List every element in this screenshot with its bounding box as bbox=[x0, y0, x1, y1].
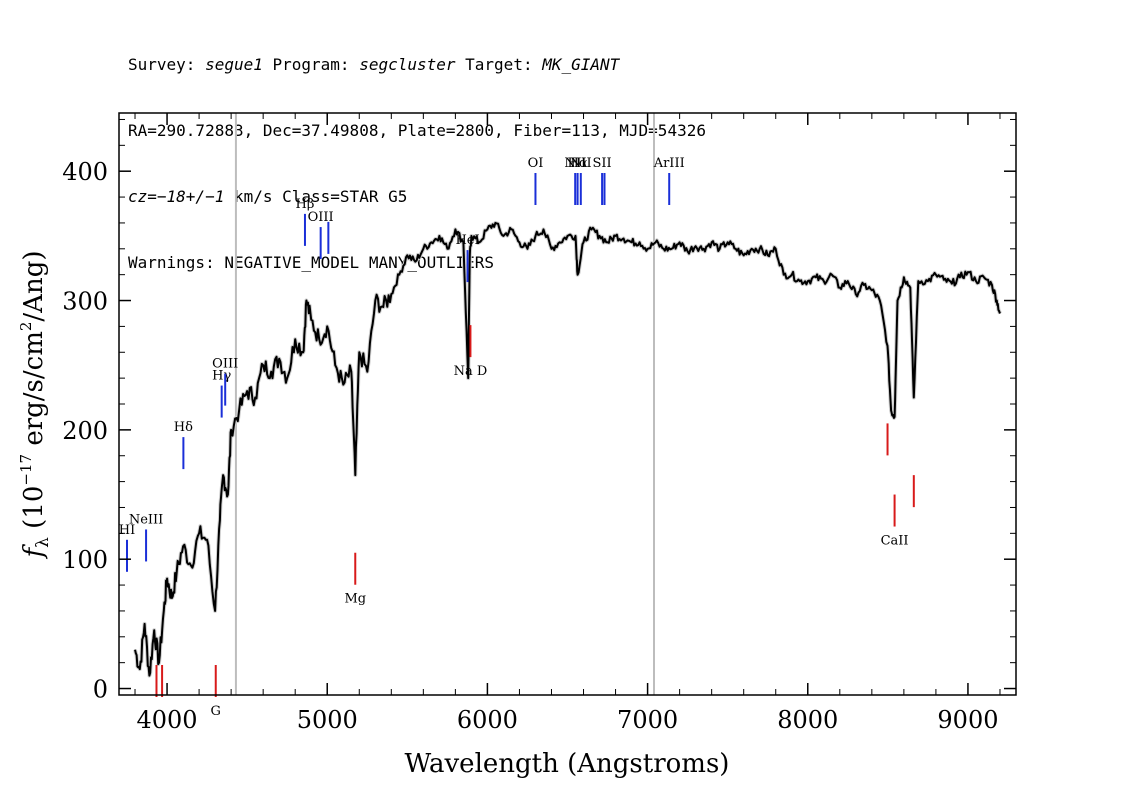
emission-line-label: Hγ bbox=[212, 369, 231, 384]
program-value: segcluster bbox=[359, 55, 456, 74]
masked-regions bbox=[234, 113, 655, 695]
program-label: Program: bbox=[262, 55, 360, 74]
x-axis-label: Wavelength (Angstroms) bbox=[405, 749, 730, 779]
emission-line-label: Hβ bbox=[296, 197, 315, 212]
spectrum-header: Survey: segue1 Program: segcluster Targe… bbox=[128, 10, 706, 296]
emission-line-label: HI bbox=[119, 523, 135, 538]
y-axis-label: fλ (10−17 erg/s/cm2/Ang) bbox=[17, 251, 53, 560]
target-label: Target: bbox=[455, 55, 543, 74]
spectrum-line bbox=[134, 221, 1001, 677]
header-line-3: cz=−18+/−1 km/s Class=STAR G5 bbox=[128, 186, 706, 208]
absorption-line-label: Na D bbox=[454, 364, 488, 379]
cz-value: cz=−18+/−1 bbox=[128, 187, 225, 206]
emission-line-label: SII bbox=[593, 156, 612, 171]
emission-line-label: Hδ bbox=[174, 420, 193, 435]
x-tick-label: 9000 bbox=[937, 706, 998, 734]
emission-line-label: NeIII bbox=[129, 512, 163, 527]
emission-line-label: OIII bbox=[308, 210, 334, 225]
absorption-line-label: CaII bbox=[881, 534, 909, 549]
emission-line-label: OI bbox=[528, 156, 544, 171]
spectrum-series bbox=[133, 220, 1002, 678]
emission-line-label: NII bbox=[570, 156, 592, 171]
absorption-line-label: Mg bbox=[344, 592, 366, 607]
y-tick-label: 200 bbox=[62, 417, 108, 445]
emission-line-label: HeI bbox=[455, 233, 479, 248]
emission-line-label: Hα bbox=[568, 156, 588, 171]
spectrum-error-band bbox=[133, 220, 1002, 678]
x-tick-label: 7000 bbox=[617, 706, 678, 734]
target-value: MK_GIANT bbox=[542, 55, 620, 74]
emission-line-label: OIII bbox=[212, 357, 238, 372]
header-line-1: Survey: segue1 Program: segcluster Targe… bbox=[128, 54, 706, 76]
y-tick-label: 0 bbox=[93, 676, 108, 704]
x-tick-label: 8000 bbox=[777, 706, 838, 734]
absorption-line-label: G bbox=[211, 704, 221, 719]
y-tick-label: 400 bbox=[62, 158, 108, 186]
survey-label: Survey: bbox=[128, 55, 206, 74]
survey-value: segue1 bbox=[205, 55, 263, 74]
y-tick-label: 300 bbox=[62, 288, 108, 316]
header-line-2: RA=290.72883, Dec=37.49808, Plate=2800, … bbox=[128, 121, 706, 140]
y-tick-label: 100 bbox=[62, 546, 108, 574]
header-line-4: Warnings: NEGATIVE_MODEL MANY_OUTLIERS bbox=[128, 253, 495, 272]
emission-line-label: ArIII bbox=[653, 156, 685, 171]
class-text: km/s Class=STAR G5 bbox=[224, 187, 408, 206]
axis-ticks: 4000 5000 6000 7000 8000 9000 0 100 200 300 400 bbox=[62, 113, 1016, 734]
x-tick-label: 5000 bbox=[297, 706, 358, 734]
x-tick-label: 4000 bbox=[137, 706, 198, 734]
x-tick-label: 6000 bbox=[457, 706, 518, 734]
emission-line-label: NII bbox=[564, 156, 586, 171]
